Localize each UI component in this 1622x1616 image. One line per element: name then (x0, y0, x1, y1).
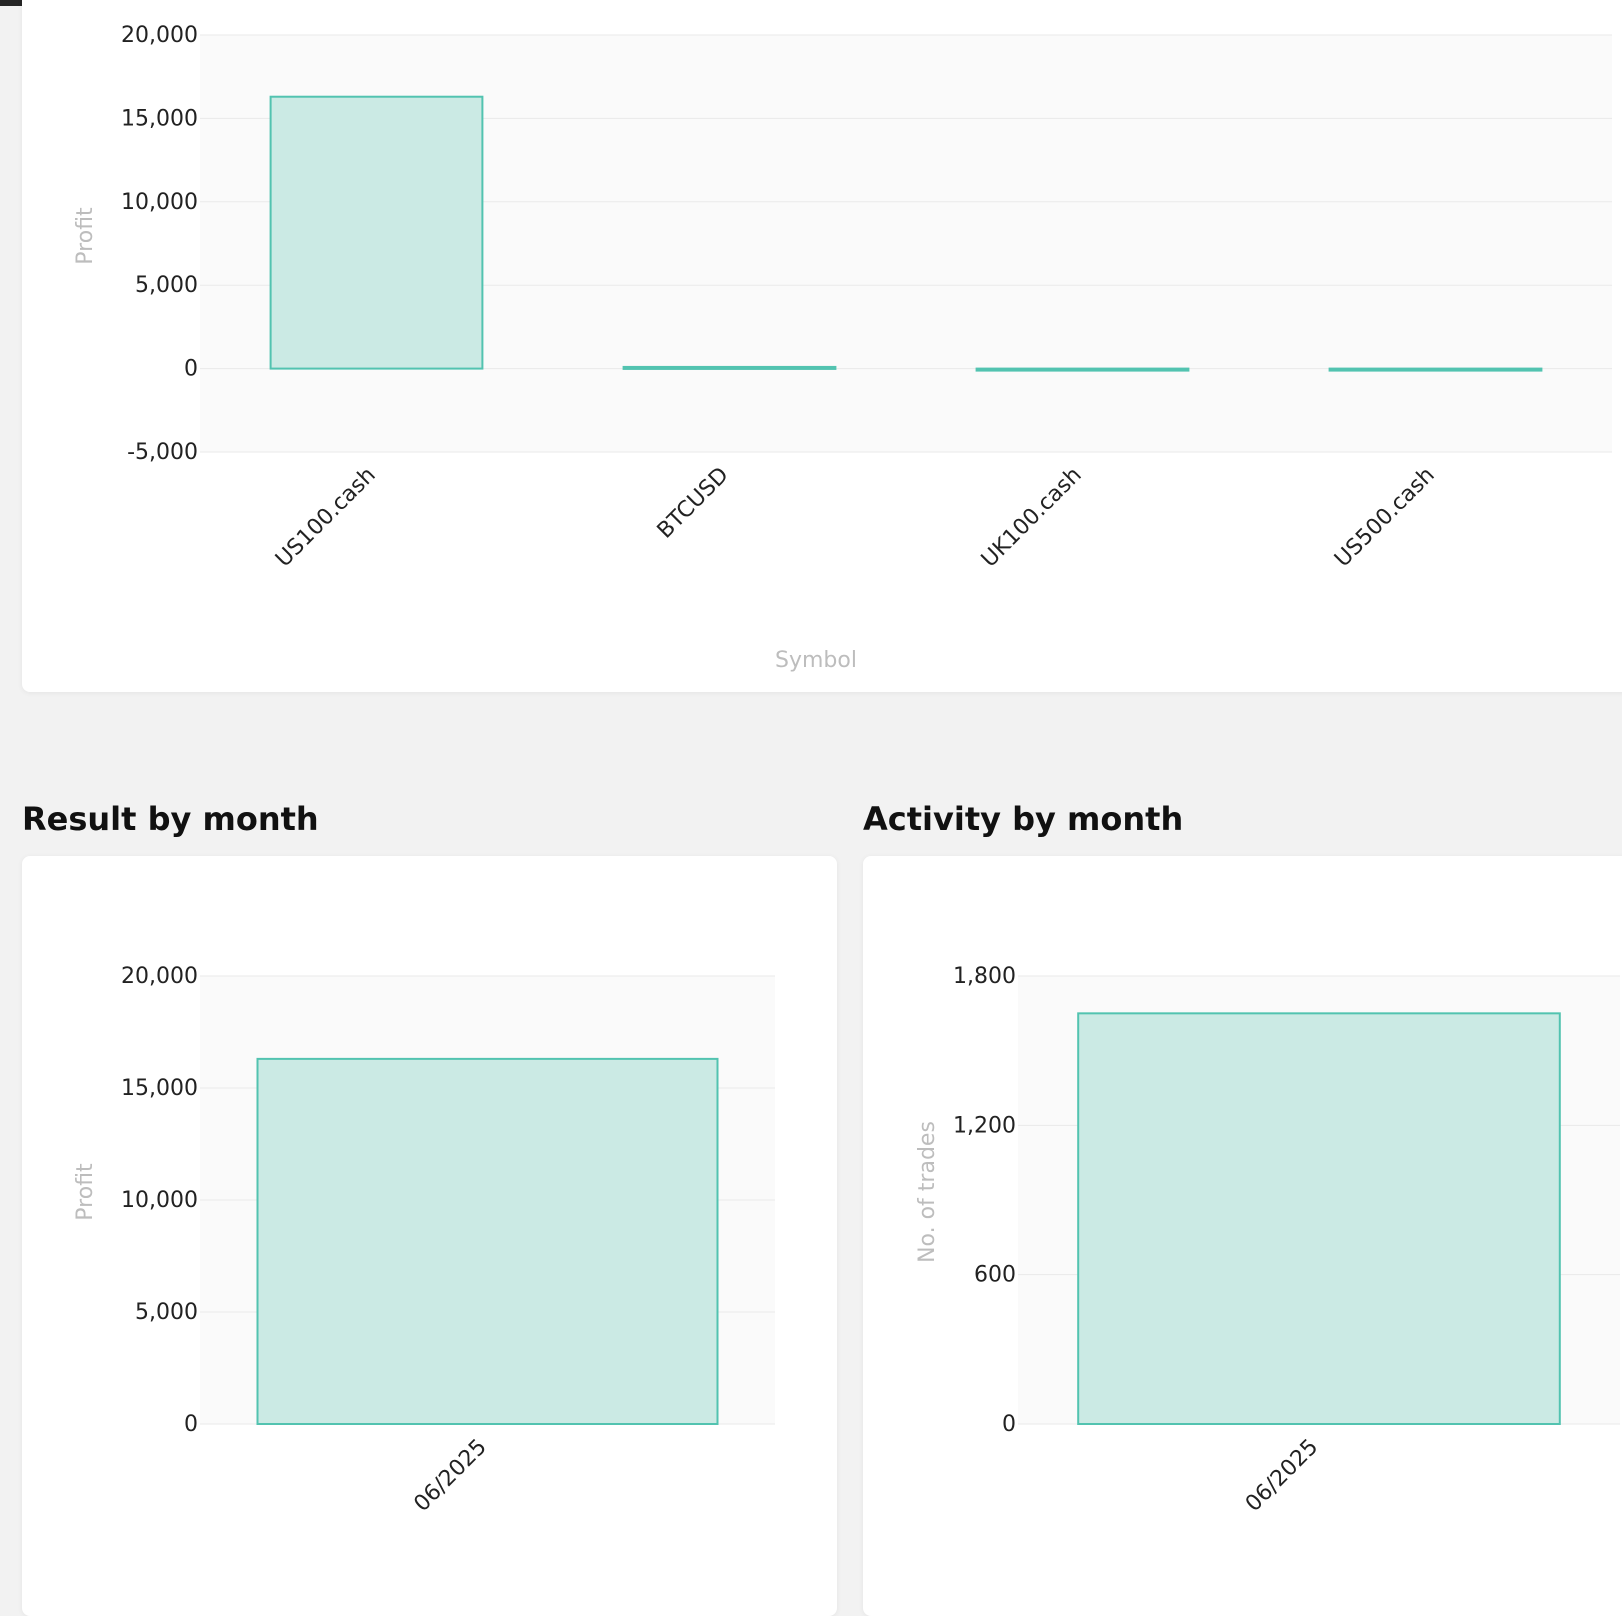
y-tick-label: 0 (184, 357, 198, 382)
y-tick-label: 20,000 (121, 23, 198, 48)
x-axis-title: Symbol (775, 648, 857, 673)
y-tick-label: 20,000 (121, 964, 198, 989)
y-axis-title: No. of trades (915, 1121, 940, 1263)
profit-by-symbol-chart: -5,00005,00010,00015,00020,000US100.cash… (73, 23, 1612, 673)
activity-by-month-title: Activity by month (863, 800, 1184, 838)
y-tick-label: 5,000 (135, 1300, 198, 1325)
activity-by-month-chart: 0 600 1,200 1,800 06/2025 No. of trades (915, 964, 1620, 1517)
y-tick-label: 1,800 (953, 964, 1016, 989)
y-tick-label: 10,000 (121, 1188, 198, 1213)
bar-06-2025 (1077, 1012, 1561, 1425)
result-by-month-chart: 0 5,000 10,000 15,000 20,000 06/2025 Profit (73, 964, 775, 1517)
y-tick-label: 600 (974, 1263, 1016, 1288)
result-by-month-title: Result by month (22, 800, 319, 838)
y-tick-label: 5,000 (135, 273, 198, 298)
x-tick-label: 06/2025 (409, 1435, 491, 1517)
y-tick-label: 0 (184, 1412, 198, 1437)
y-tick-label: 15,000 (121, 1076, 198, 1101)
bar-us500-cash (1328, 367, 1543, 372)
y-axis-title: Profit (73, 1163, 98, 1221)
y-axis-title: Profit (73, 207, 98, 265)
bar-uk100-cash (975, 367, 1190, 372)
x-tick-label: 06/2025 (1241, 1435, 1323, 1517)
bar-btcusd (622, 365, 837, 370)
y-tick-label: -5,000 (127, 440, 198, 465)
y-tick-label: 15,000 (121, 106, 198, 131)
y-tick-label: 1,200 (953, 1113, 1016, 1138)
y-tick-label: 10,000 (121, 190, 198, 215)
bar-06-2025 (256, 1057, 719, 1425)
y-tick-label: 0 (1002, 1412, 1016, 1437)
bar-us100-cash (269, 95, 484, 370)
